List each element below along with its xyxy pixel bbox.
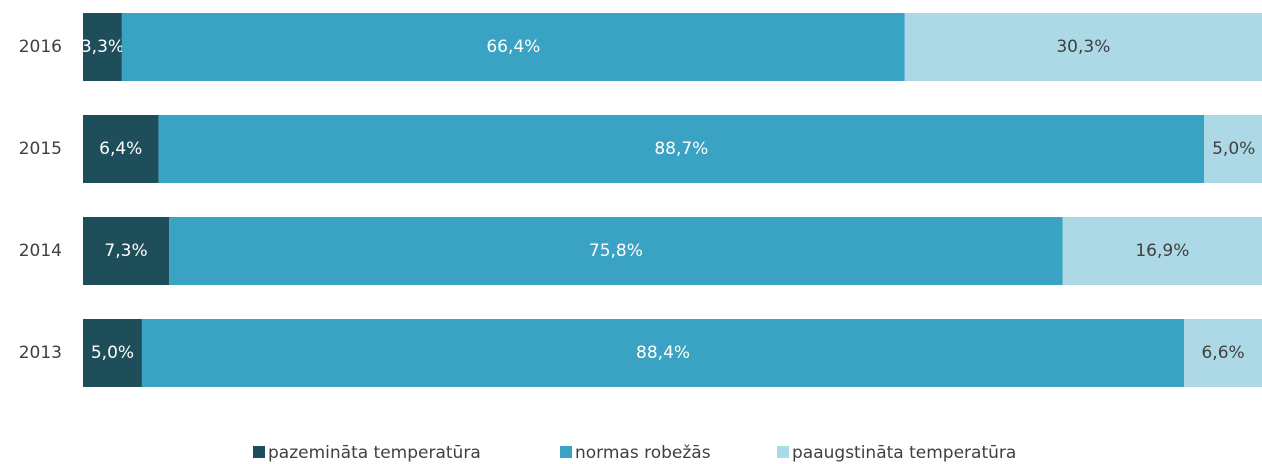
legend-label: pazemināta temperatūra: [268, 443, 481, 463]
bar-segment: [83, 217, 170, 285]
y-tick-label: 2016: [19, 37, 62, 57]
data-label: 88,4%: [636, 343, 690, 363]
legend-swatch: [253, 446, 265, 458]
data-label: 88,7%: [654, 139, 708, 159]
bar-segment: [121, 13, 905, 81]
data-label: 5,0%: [1212, 139, 1255, 159]
data-label: 7,3%: [104, 241, 147, 261]
bar-segment: [169, 217, 1063, 285]
bar-segment: [158, 115, 1205, 183]
legend-label: normas robežās: [575, 443, 711, 463]
bar-segment: [1062, 217, 1262, 285]
y-tick-label: 2015: [19, 139, 62, 159]
bar-segment: [83, 319, 142, 387]
legend-label: paaugstināta temperatūra: [792, 443, 1016, 463]
legend-swatch: [777, 446, 789, 458]
data-label: 6,6%: [1201, 343, 1244, 363]
bar-segment: [904, 13, 1262, 81]
legend-swatch: [560, 446, 572, 458]
bar-segment: [83, 13, 122, 81]
data-label: 5,0%: [91, 343, 134, 363]
data-label: 6,4%: [99, 139, 142, 159]
data-label: 30,3%: [1056, 37, 1110, 57]
data-label: 75,8%: [589, 241, 643, 261]
y-tick-label: 2014: [19, 241, 62, 261]
data-label: 66,4%: [486, 37, 540, 57]
bar-segment: [1184, 319, 1262, 387]
bar-segment: [1204, 115, 1262, 183]
bar-segment: [83, 115, 159, 183]
bar-segment: [141, 319, 1185, 387]
data-label: 3,3%: [81, 37, 124, 57]
data-label: 16,9%: [1135, 241, 1189, 261]
y-tick-label: 2013: [19, 343, 62, 363]
